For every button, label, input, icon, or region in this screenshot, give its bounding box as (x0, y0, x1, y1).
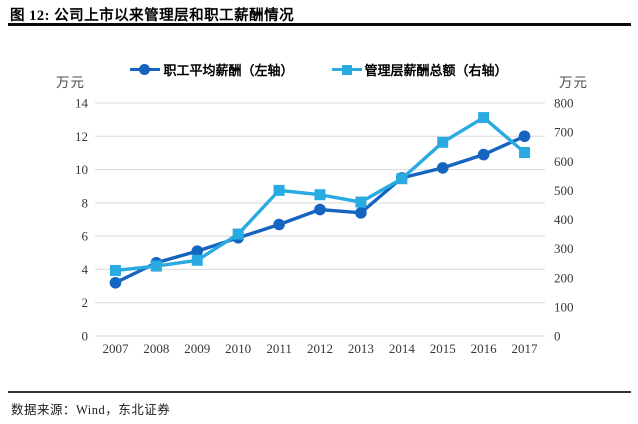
x-axis-tick-label: 2014 (389, 341, 416, 356)
data-point (273, 218, 285, 231)
left-axis-tick-label: 2 (82, 295, 89, 310)
data-point (519, 147, 531, 159)
right-axis-tick-label: 500 (554, 183, 574, 198)
right-axis-tick-label: 600 (554, 154, 574, 169)
right-axis-tick-label: 300 (554, 241, 574, 256)
x-axis-tick-label: 2009 (184, 341, 210, 356)
data-point (355, 196, 367, 208)
data-point (355, 207, 367, 219)
legend-label-employee: 职工平均薪酬（左轴） (163, 63, 294, 78)
source-divider (8, 391, 631, 393)
x-axis-tick-label: 2008 (143, 341, 169, 356)
data-point (437, 136, 449, 148)
x-axis-tick-label: 2007 (102, 341, 129, 356)
right-axis-tick-label: 800 (554, 96, 574, 111)
legend-label-management: 管理层薪酬总额（右轴） (364, 63, 508, 78)
legend-item-employee-salary: 职工平均薪酬（左轴） (130, 60, 294, 79)
data-point (436, 162, 449, 174)
data-point (109, 276, 122, 289)
x-axis-tick-label: 2011 (266, 341, 292, 356)
data-point (314, 189, 326, 201)
left-axis-tick-label: 8 (82, 195, 89, 210)
chart-legend: 职工平均薪酬（左轴） 管理层薪酬总额（右轴） (0, 60, 638, 79)
x-axis-tick-label: 2013 (348, 341, 374, 356)
right-axis-tick-label: 200 (554, 270, 574, 285)
data-point (191, 254, 203, 266)
title-divider (8, 23, 631, 26)
plot-area: 0 2 4 6 8 10 12 14 0 100 200 300 400 500 600 700 800 2007… (75, 96, 574, 357)
data-point (518, 130, 531, 143)
left-axis-tick-label: 0 (82, 329, 89, 344)
line-circle-marker-icon (130, 63, 161, 76)
data-point (396, 173, 408, 185)
data-point (191, 245, 204, 257)
left-axis-unit-label: 万元 (56, 75, 85, 90)
right-axis-tick-label: 400 (554, 212, 574, 227)
right-axis-tick-label: 0 (554, 329, 561, 344)
left-axis-tick-label: 14 (75, 96, 89, 111)
data-point (109, 264, 121, 276)
left-axis-tick-label: 12 (75, 129, 88, 144)
x-axis-tick-label: 2016 (471, 341, 498, 356)
data-point (478, 112, 490, 124)
right-axis-tick-label: 700 (554, 125, 574, 140)
x-axis-tick-label: 2010 (225, 341, 251, 356)
data-source: 数据来源：Wind，东北证券 (11, 403, 171, 417)
legend-item-management-salary: 管理层薪酬总额（右轴） (331, 60, 508, 79)
data-point (150, 260, 162, 272)
left-axis-tick-label: 10 (75, 162, 88, 177)
data-point (273, 184, 285, 196)
right-axis-unit-label: 万元 (559, 75, 588, 90)
data-point (477, 148, 490, 161)
left-axis-tick-label: 6 (82, 229, 89, 244)
left-axis-tick-label: 4 (82, 262, 89, 277)
right-axis-tick-label: 100 (554, 299, 574, 314)
data-point (232, 228, 244, 240)
data-point (314, 203, 326, 216)
x-axis-tick-label: 2015 (430, 341, 456, 356)
figure-title: 图 12: 公司上市以来管理层和职工薪酬情况 (10, 8, 295, 24)
line-square-marker-icon (331, 63, 362, 76)
x-axis-tick-label: 2012 (307, 341, 333, 356)
x-axis-tick-label: 2017 (512, 341, 539, 356)
